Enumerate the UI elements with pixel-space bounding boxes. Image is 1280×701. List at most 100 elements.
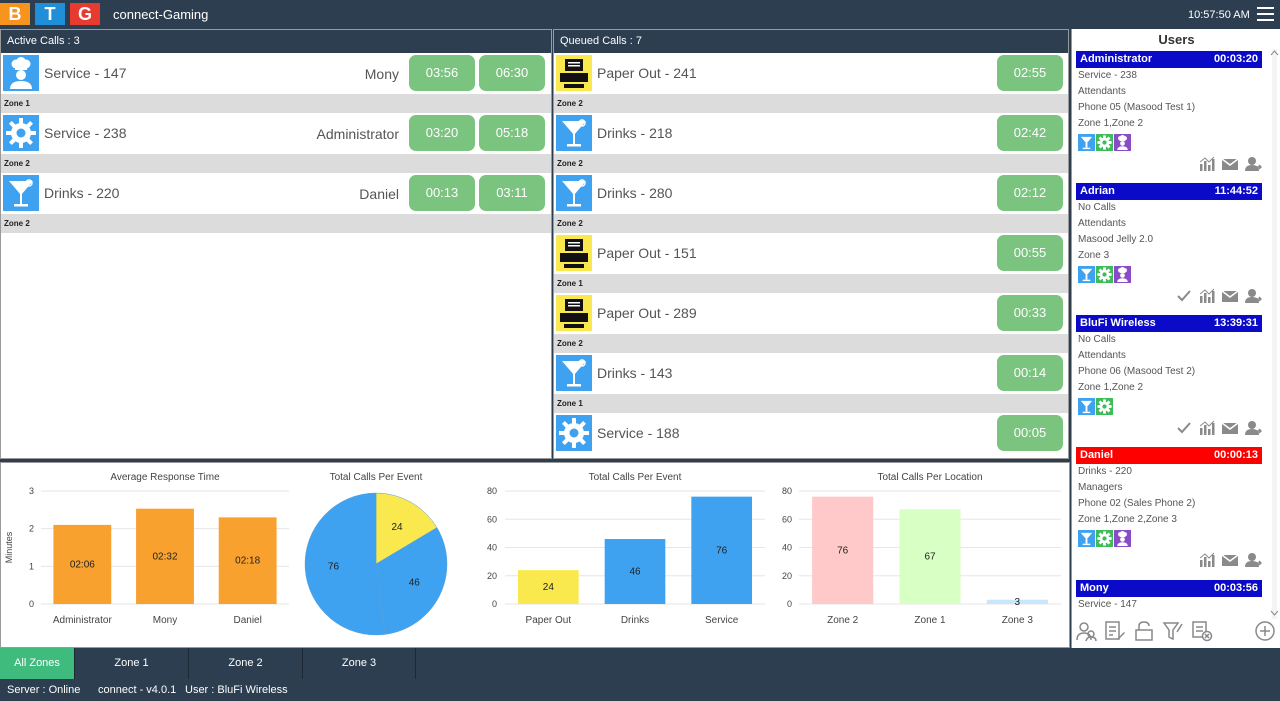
user-assign-icon[interactable] <box>1244 156 1263 172</box>
bar <box>218 517 277 604</box>
list-edit-icon[interactable] <box>1104 620 1126 647</box>
user-detail-line: No Calls <box>1078 334 1116 345</box>
users-icon[interactable] <box>1076 620 1098 647</box>
queue-timer: 00:55 <box>997 235 1063 271</box>
x-tick-label: Zone 3 <box>1002 615 1034 626</box>
pie-slice <box>375 527 448 635</box>
user-card[interactable]: Mony 00:03:56 Service - 147 <box>1076 580 1262 613</box>
user-assign-icon[interactable] <box>1244 420 1263 436</box>
tab-zone-2[interactable]: Zone 2 <box>189 648 303 679</box>
call-row[interactable]: Service - 147 Mony 03:56 06:30 <box>1 53 551 94</box>
mail-icon[interactable] <box>1221 288 1239 304</box>
hamburger-menu-icon[interactable] <box>1257 7 1274 21</box>
x-tick-label: Drinks <box>621 615 649 626</box>
check-icon[interactable] <box>1175 288 1193 304</box>
call-row[interactable]: Service - 238 Administrator 03:20 05:18 <box>1 113 551 154</box>
user-call-types <box>1076 528 1262 548</box>
call-title: Drinks - 218 <box>597 125 673 141</box>
queued-calls-header: Queued Calls : 7 <box>554 30 1068 53</box>
call-row[interactable]: Paper Out - 241 02:55 <box>554 53 1068 94</box>
user-assign-icon[interactable] <box>1244 552 1263 568</box>
users-title: Users <box>1158 32 1195 47</box>
users-scrollbar[interactable] <box>1269 49 1280 619</box>
y-tick-label: 1 <box>29 561 34 571</box>
call-row[interactable]: Paper Out - 289 00:33 <box>554 293 1068 334</box>
user-detail-line: Phone 02 (Sales Phone 2) <box>1078 498 1196 509</box>
cocktail-icon <box>1078 530 1095 547</box>
data-label: 02:18 <box>235 556 260 567</box>
call-title: Paper Out - 151 <box>597 245 697 261</box>
bar <box>812 496 874 604</box>
data-label: 3 <box>1015 597 1021 608</box>
user-card[interactable]: Administrator 00:03:20 Service - 238 Attend… <box>1076 51 1263 171</box>
stats-icon[interactable] <box>1198 420 1216 436</box>
queue-timer: 02:55 <box>997 55 1063 91</box>
mail-icon[interactable] <box>1221 156 1239 172</box>
call-title: Service - 188 <box>597 425 680 441</box>
call-assigned-user: Mony <box>364 66 399 82</box>
zone-label: Zone 2 <box>1 154 551 173</box>
mail-icon[interactable] <box>1221 552 1239 568</box>
tab-zone-1[interactable]: Zone 1 <box>75 648 189 679</box>
lock-icon[interactable] <box>1133 620 1155 647</box>
pie-label: 76 <box>328 562 340 573</box>
stats-icon[interactable] <box>1198 552 1216 568</box>
user-card[interactable]: Adrian 11:44:52 No Calls Attendants Masood J… <box>1076 183 1263 303</box>
user-assign-icon[interactable] <box>1244 288 1263 304</box>
call-row[interactable]: Drinks - 143 00:14 <box>554 353 1068 394</box>
user-card[interactable]: BluFi Wireless 13:39:31 No Calls Attendants… <box>1076 315 1263 435</box>
gear-icon <box>3 115 39 151</box>
x-tick-label: Zone 1 <box>914 615 946 626</box>
gear-icon <box>1096 134 1113 151</box>
printer-icon <box>556 295 592 331</box>
total-timer: 05:18 <box>479 115 545 151</box>
call-row[interactable]: Drinks - 220 Daniel 00:13 03:11 <box>1 173 551 214</box>
add-icon[interactable] <box>1254 620 1276 647</box>
user-card[interactable]: Daniel 00:00:13 Drinks - 220 Managers Phone … <box>1076 447 1263 567</box>
user-detail-line: Masood Jelly 2.0 <box>1078 234 1154 245</box>
user-name: Administrator <box>1080 53 1153 65</box>
y-tick-label: 0 <box>492 599 497 609</box>
x-tick-label: Paper Out <box>526 615 572 626</box>
call-row[interactable]: Drinks - 280 02:12 <box>554 173 1068 214</box>
filter-icon[interactable] <box>1162 620 1184 647</box>
call-assigned-user: Administrator <box>316 126 399 142</box>
tab-all-zones[interactable]: All Zones <box>0 648 75 679</box>
tab-zone-3[interactable]: Zone 3 <box>303 648 416 679</box>
remove-list-icon[interactable] <box>1191 620 1213 647</box>
stats-icon[interactable] <box>1198 288 1216 304</box>
stats-icon[interactable] <box>1198 156 1216 172</box>
y-tick-label: 40 <box>782 543 792 553</box>
chef-icon <box>3 55 39 91</box>
user-name: BluFi Wireless <box>1080 317 1156 329</box>
user-card-header: Mony 00:03:56 <box>1076 580 1262 597</box>
clock: 10:57:50 AM <box>1188 9 1250 21</box>
queue-timer: 00:33 <box>997 295 1063 331</box>
gear-icon <box>1096 530 1113 547</box>
cocktail-icon <box>1078 398 1095 415</box>
chart-title: Total Calls Per Event <box>330 472 423 483</box>
current-user: User : BluFi Wireless <box>185 684 288 696</box>
y-tick-label: 20 <box>487 571 497 581</box>
user-detail-line: No Calls <box>1078 202 1116 213</box>
user-actions <box>1170 288 1263 304</box>
data-label: 02:32 <box>152 551 177 562</box>
bar <box>604 539 666 604</box>
pie-label: 46 <box>409 578 421 589</box>
cocktail-icon <box>556 115 592 151</box>
mail-icon[interactable] <box>1221 420 1239 436</box>
call-row[interactable]: Paper Out - 151 00:55 <box>554 233 1068 274</box>
data-label: 76 <box>837 545 849 556</box>
users-panel: Users Administrator 00:03:20 Service - 238… <box>1071 29 1280 648</box>
queue-timer: 02:12 <box>997 175 1063 211</box>
logo-letter-g: G <box>70 3 100 25</box>
app-title: connect-Gaming <box>113 7 209 22</box>
user-actions <box>1193 552 1263 568</box>
cocktail-icon <box>3 175 39 211</box>
call-row[interactable]: Service - 188 00:05 <box>554 413 1068 454</box>
call-row[interactable]: Drinks - 218 02:42 <box>554 113 1068 154</box>
check-icon[interactable] <box>1175 420 1193 436</box>
call-title: Service - 238 <box>44 125 127 141</box>
y-tick-label: 40 <box>487 543 497 553</box>
chart-title: Average Response Time <box>110 472 220 483</box>
